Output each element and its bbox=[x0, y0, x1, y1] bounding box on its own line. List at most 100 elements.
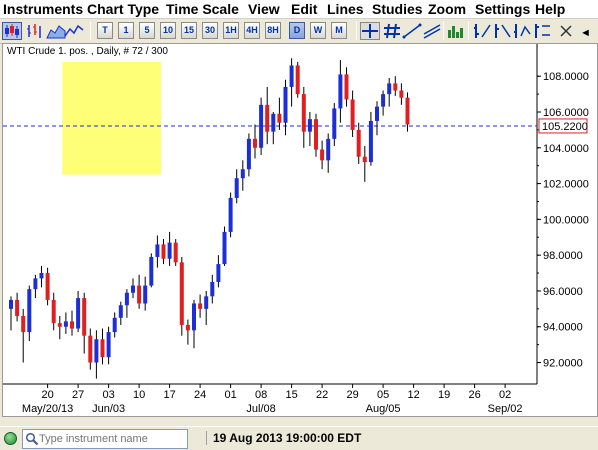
candle-body bbox=[265, 104, 270, 132]
x-month-label: Aug/05 bbox=[366, 403, 401, 415]
timeframe-button-1h[interactable]: 1H bbox=[223, 22, 239, 39]
line-chart-icon[interactable] bbox=[64, 22, 84, 40]
candle-body bbox=[405, 97, 410, 125]
y-tick-label: 100.0000 bbox=[543, 214, 589, 226]
crosshair-icon[interactable] bbox=[360, 22, 380, 40]
candle-body bbox=[27, 289, 32, 333]
chart-area[interactable]: 92.0000 94.0000 96.0000 98.0000 100.0000 102.… bbox=[2, 43, 598, 417]
toolbar-separator bbox=[356, 22, 357, 40]
timeframe-button-4h[interactable]: 4H bbox=[244, 22, 260, 39]
parallel-lines-icon[interactable] bbox=[422, 22, 442, 40]
menu-help[interactable]: Help bbox=[535, 1, 566, 17]
x-tick-label: 24 bbox=[194, 389, 206, 401]
candle-body bbox=[88, 335, 93, 363]
timeframe-button-8h[interactable]: 8H bbox=[265, 22, 281, 39]
timeframe-button-30[interactable]: 30 bbox=[202, 22, 218, 39]
current-price-box bbox=[538, 118, 588, 134]
candlestick-chart[interactable]: 92.0000 94.0000 96.0000 98.0000 100.0000 102.… bbox=[3, 44, 598, 418]
candle-body bbox=[173, 242, 178, 263]
candle-body bbox=[344, 74, 349, 100]
current-price-label: 105.2200 bbox=[542, 121, 588, 133]
timeframe-button-10[interactable]: 10 bbox=[160, 22, 176, 39]
candle-body bbox=[271, 113, 276, 132]
indicator-icon[interactable] bbox=[472, 22, 492, 40]
candle-body bbox=[326, 138, 331, 161]
menu-settings[interactable]: Settings bbox=[475, 1, 531, 17]
menu-edit[interactable]: Edit bbox=[291, 1, 318, 17]
candle-body bbox=[45, 273, 50, 300]
x-month-label: Jun/03 bbox=[92, 403, 125, 415]
timeframe-button-15[interactable]: 15 bbox=[181, 22, 197, 39]
menu-studies[interactable]: Studies bbox=[372, 1, 423, 17]
x-tick-label: 10 bbox=[133, 389, 145, 401]
candle-body bbox=[124, 292, 129, 306]
y-tick-label: 104.0000 bbox=[543, 143, 589, 155]
x-tick-label: 29 bbox=[346, 389, 358, 401]
toolbar-separator bbox=[443, 22, 444, 40]
y-tick-label: 92.0000 bbox=[543, 358, 583, 370]
menu-zoom[interactable]: Zoom bbox=[428, 1, 467, 17]
trendline-icon[interactable] bbox=[402, 22, 422, 40]
candle-body bbox=[51, 299, 56, 324]
candle-body bbox=[216, 264, 221, 282]
instrument-search[interactable] bbox=[22, 429, 188, 449]
timeframe-button-m[interactable]: M bbox=[331, 22, 347, 39]
candle-body bbox=[149, 256, 154, 286]
timeframe-button-w[interactable]: W bbox=[310, 22, 326, 39]
candle-body bbox=[82, 298, 87, 336]
y-tick-label: 102.0000 bbox=[543, 179, 589, 191]
y-tick-label: 94.0000 bbox=[543, 322, 583, 334]
menu-time-scale[interactable]: Time Scale bbox=[166, 1, 239, 17]
x-tick-label: 15 bbox=[285, 389, 297, 401]
search-input[interactable] bbox=[39, 431, 185, 447]
x-tick-label: 19 bbox=[438, 389, 450, 401]
candle-body bbox=[295, 65, 300, 95]
menu-chart-type[interactable]: Chart Type bbox=[87, 1, 160, 17]
scroll-left-arrow[interactable]: ◄ bbox=[580, 27, 591, 39]
candle-body bbox=[283, 86, 288, 123]
indicator-icon[interactable] bbox=[512, 22, 532, 40]
candle-body bbox=[63, 321, 68, 327]
timeframe-button-1[interactable]: 1 bbox=[118, 22, 134, 39]
candle-body bbox=[253, 138, 257, 148]
candle-body bbox=[362, 156, 367, 163]
x-tick-label: 08 bbox=[255, 389, 267, 401]
highlight-box bbox=[62, 61, 162, 175]
indicator-icon[interactable] bbox=[492, 22, 512, 40]
x-tick-label: 26 bbox=[468, 389, 480, 401]
menu-lines[interactable]: Lines bbox=[327, 1, 364, 17]
candlestick-chart-icon[interactable] bbox=[2, 22, 22, 40]
candle-body bbox=[94, 339, 99, 363]
candle-body bbox=[143, 285, 148, 304]
menu-instruments[interactable]: Instruments bbox=[3, 1, 84, 17]
candle-body bbox=[356, 129, 361, 157]
x-tick-label: 20 bbox=[41, 389, 53, 401]
y-tick-label: 106.0000 bbox=[543, 107, 589, 119]
timeframe-button-t[interactable]: T bbox=[97, 22, 113, 39]
timeframe-button-d[interactable]: D bbox=[289, 22, 305, 39]
candle-body bbox=[131, 285, 135, 293]
x-tick-label: 01 bbox=[224, 389, 236, 401]
candle-body bbox=[259, 104, 264, 148]
search-icon bbox=[25, 432, 39, 446]
x-tick-label: 22 bbox=[316, 389, 328, 401]
candle-body bbox=[350, 99, 355, 130]
volume-icon[interactable] bbox=[446, 22, 466, 40]
candle-body bbox=[161, 244, 166, 259]
bar-chart-icon[interactable] bbox=[24, 22, 44, 40]
candle-body bbox=[375, 106, 379, 121]
candle-body bbox=[387, 83, 392, 95]
menu-view[interactable]: View bbox=[248, 1, 280, 17]
candle-body bbox=[246, 138, 251, 170]
x-tick-label: 05 bbox=[377, 389, 389, 401]
candle-body bbox=[307, 119, 312, 132]
x-tick-label: 17 bbox=[163, 389, 175, 401]
grid-icon[interactable] bbox=[382, 22, 402, 40]
area-chart-icon[interactable] bbox=[46, 22, 66, 40]
candle-body bbox=[204, 296, 209, 309]
y-tick-label: 96.0000 bbox=[543, 286, 583, 298]
close-icon[interactable] bbox=[556, 22, 576, 40]
candle-body bbox=[240, 169, 245, 179]
timeframe-button-5[interactable]: 5 bbox=[139, 22, 155, 39]
indicator-icon[interactable] bbox=[532, 22, 552, 40]
